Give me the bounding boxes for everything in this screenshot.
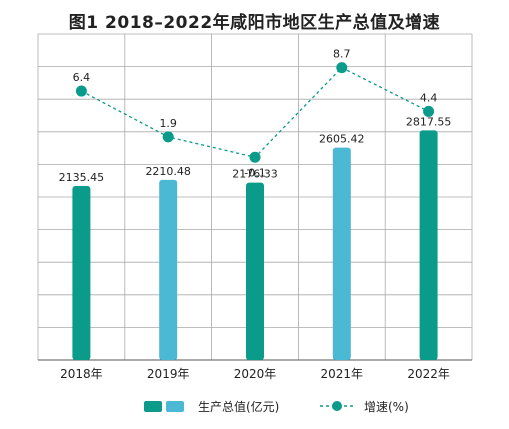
bar-2019年 — [159, 179, 178, 360]
growth-point-2022年 — [423, 105, 435, 117]
bar-series — [72, 130, 438, 360]
growth-point-2020年 — [249, 151, 261, 163]
legend-bar-label: 生产总值(亿元) — [198, 399, 279, 414]
x-tick-label: 2018年 — [60, 367, 103, 381]
bar-value-label: 2210.48 — [145, 165, 191, 178]
legend-line-marker — [332, 401, 342, 411]
bar-2018年 — [72, 185, 91, 360]
growth-value-label: 6.4 — [73, 71, 91, 84]
bar-2021年 — [332, 147, 351, 360]
x-tick-label: 2021年 — [321, 367, 364, 381]
legend-bar-swatch-dark — [144, 401, 162, 412]
bar-2022年 — [419, 130, 438, 360]
growth-point-2019年 — [162, 131, 174, 143]
bar-2020年 — [246, 182, 264, 360]
bar-value-label: 2135.45 — [59, 171, 105, 184]
growth-point-2021年 — [336, 62, 348, 74]
x-tick-label: 2019年 — [147, 367, 190, 381]
bar-value-label: 2605.42 — [319, 133, 365, 146]
x-axis-ticks: 2018年 2019年 2020年 2021年 2022年 — [60, 367, 450, 381]
growth-value-label: 8.7 — [333, 48, 351, 61]
data-labels: 2135.45 2210.48 2176.33 2605.42 2817.55 6.4 1.… — [59, 48, 452, 184]
growth-value-label: -0.1 — [244, 166, 265, 179]
chart-title: 图1 2018–2022年咸阳市地区生产总值及增速 — [68, 13, 441, 33]
growth-value-label: 4.4 — [420, 91, 438, 104]
bar-value-label: 2176.33 — [232, 168, 278, 181]
legend-bar-swatch-light — [166, 401, 184, 412]
growth-value-label: 1.9 — [159, 117, 177, 130]
legend: 生产总值(亿元) 增速(%) — [144, 399, 409, 414]
bar-value-label: 2817.55 — [406, 115, 452, 128]
growth-line-series — [75, 62, 435, 163]
legend-line-label: 增速(%) — [364, 400, 409, 414]
x-tick-label: 2022年 — [407, 367, 450, 381]
x-tick-label: 2020年 — [234, 367, 277, 381]
growth-point-2018年 — [75, 85, 87, 97]
growth-line — [81, 66, 429, 158]
